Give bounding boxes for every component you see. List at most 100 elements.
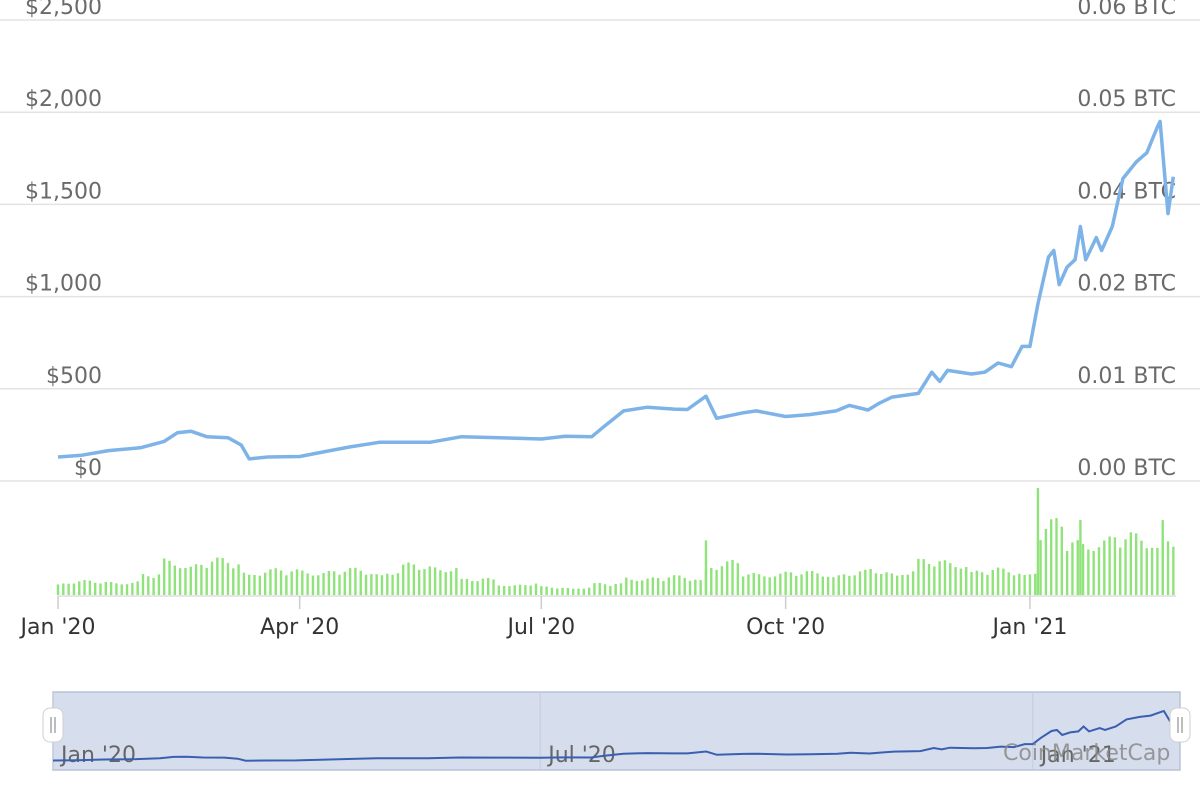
volume-bar xyxy=(407,562,410,595)
volume-bar xyxy=(789,572,793,595)
volume-bar xyxy=(152,578,155,595)
volume-bar xyxy=(178,568,182,595)
volume-bar xyxy=(386,573,389,595)
volume-bar xyxy=(901,574,904,595)
volume-bar xyxy=(471,581,474,595)
volume-bar xyxy=(136,581,139,595)
volume-bar xyxy=(826,576,830,595)
volume-bar xyxy=(683,577,686,595)
volume-bar xyxy=(216,557,219,595)
navigator-handle-right[interactable] xyxy=(1169,707,1191,743)
volume-bar xyxy=(885,572,888,595)
volume-bar xyxy=(970,571,973,595)
volume-bar xyxy=(279,570,283,595)
volume-bar xyxy=(651,577,655,595)
x-tick-label: Apr '20 xyxy=(260,615,339,640)
volume-bar xyxy=(577,588,580,595)
volume-bar xyxy=(630,579,633,595)
y-tick-label-right: 0.00 BTC xyxy=(1077,456,1176,481)
volume-bar xyxy=(285,575,288,595)
volume-bar xyxy=(1113,537,1117,595)
volume-bar xyxy=(194,564,198,595)
volume-bar xyxy=(842,574,846,595)
volume-bar xyxy=(248,574,251,595)
volume-bar xyxy=(853,575,856,595)
volume-bar xyxy=(571,588,575,595)
volume-bar xyxy=(263,572,267,595)
volume-bar xyxy=(502,585,506,595)
volume-bar xyxy=(83,580,86,595)
volume-bar xyxy=(773,576,777,595)
volume-bar xyxy=(646,578,649,595)
y-tick-label-right: 0.04 BTC xyxy=(1077,179,1176,204)
volume-bar xyxy=(906,574,909,595)
volume-bar xyxy=(290,571,293,595)
volume-bar xyxy=(1092,551,1095,595)
volume-bar xyxy=(370,574,373,595)
x-tick-label: Jan '21 xyxy=(990,615,1067,640)
volume-bar xyxy=(1134,533,1138,595)
navigator-handle-left-grip xyxy=(42,707,64,743)
volume-bar xyxy=(587,587,591,595)
navigator-handle-left[interactable] xyxy=(42,707,64,743)
volume-bar xyxy=(364,574,368,595)
volume-bar xyxy=(1156,547,1159,595)
volume-bar xyxy=(125,584,129,595)
volume-bar xyxy=(848,575,851,595)
volume-bar xyxy=(1166,541,1170,595)
volume-bar xyxy=(895,575,899,595)
volume-bar xyxy=(1119,547,1122,595)
volume-bar xyxy=(1076,540,1079,595)
volume-bar xyxy=(720,566,724,595)
volume-bar xyxy=(317,575,320,595)
volume-bar xyxy=(779,573,782,595)
volume-bar xyxy=(481,578,485,595)
volume-bar xyxy=(200,564,203,595)
volume-bar xyxy=(1150,547,1154,595)
y-tick-label-left: $2,500 xyxy=(25,0,102,20)
volume-bar xyxy=(1145,548,1148,595)
volume-bar xyxy=(1060,526,1064,595)
volume-bar xyxy=(524,585,527,595)
volume-bar xyxy=(1034,573,1037,595)
volume-bar xyxy=(996,567,1000,595)
volume-bar xyxy=(141,574,145,595)
volume-bar xyxy=(986,574,989,595)
volume-bar xyxy=(582,588,586,595)
volume-bar xyxy=(858,571,862,595)
volume-bar xyxy=(1140,540,1143,595)
volume-bar xyxy=(433,567,437,595)
volume-bar xyxy=(1124,539,1127,595)
volume-bar xyxy=(869,569,872,595)
volume-bar xyxy=(497,585,501,595)
volume-bar xyxy=(534,583,538,595)
volume-bar xyxy=(311,575,315,595)
volume-bar xyxy=(210,561,214,595)
volume-bar xyxy=(359,570,362,595)
navigator-label: Jan '21 xyxy=(1039,743,1116,768)
navigator-label: Jan '20 xyxy=(59,743,136,768)
volume-bar xyxy=(731,560,734,595)
volume-bar xyxy=(550,587,554,595)
volume-bar xyxy=(487,578,490,595)
volume-bar xyxy=(710,567,713,595)
volume-bar xyxy=(67,583,70,595)
volume-bar xyxy=(747,574,750,595)
volume-bar xyxy=(938,561,941,595)
volume-bar xyxy=(1097,547,1101,595)
volume-bar xyxy=(78,581,81,595)
volume-bar xyxy=(922,559,925,595)
x-tick-label: Jan '20 xyxy=(19,615,96,640)
navigator-range[interactable] xyxy=(52,691,1181,771)
volume-bar xyxy=(726,561,729,595)
volume-bar xyxy=(980,572,984,595)
volume-bar xyxy=(412,564,416,595)
volume-bar xyxy=(242,572,246,595)
volume-bar xyxy=(1023,574,1026,595)
volume-bar xyxy=(423,569,426,595)
volume-bar xyxy=(168,560,171,595)
volume-bar xyxy=(641,580,644,595)
volume-bar xyxy=(694,579,697,595)
volume-bar xyxy=(1103,540,1106,595)
